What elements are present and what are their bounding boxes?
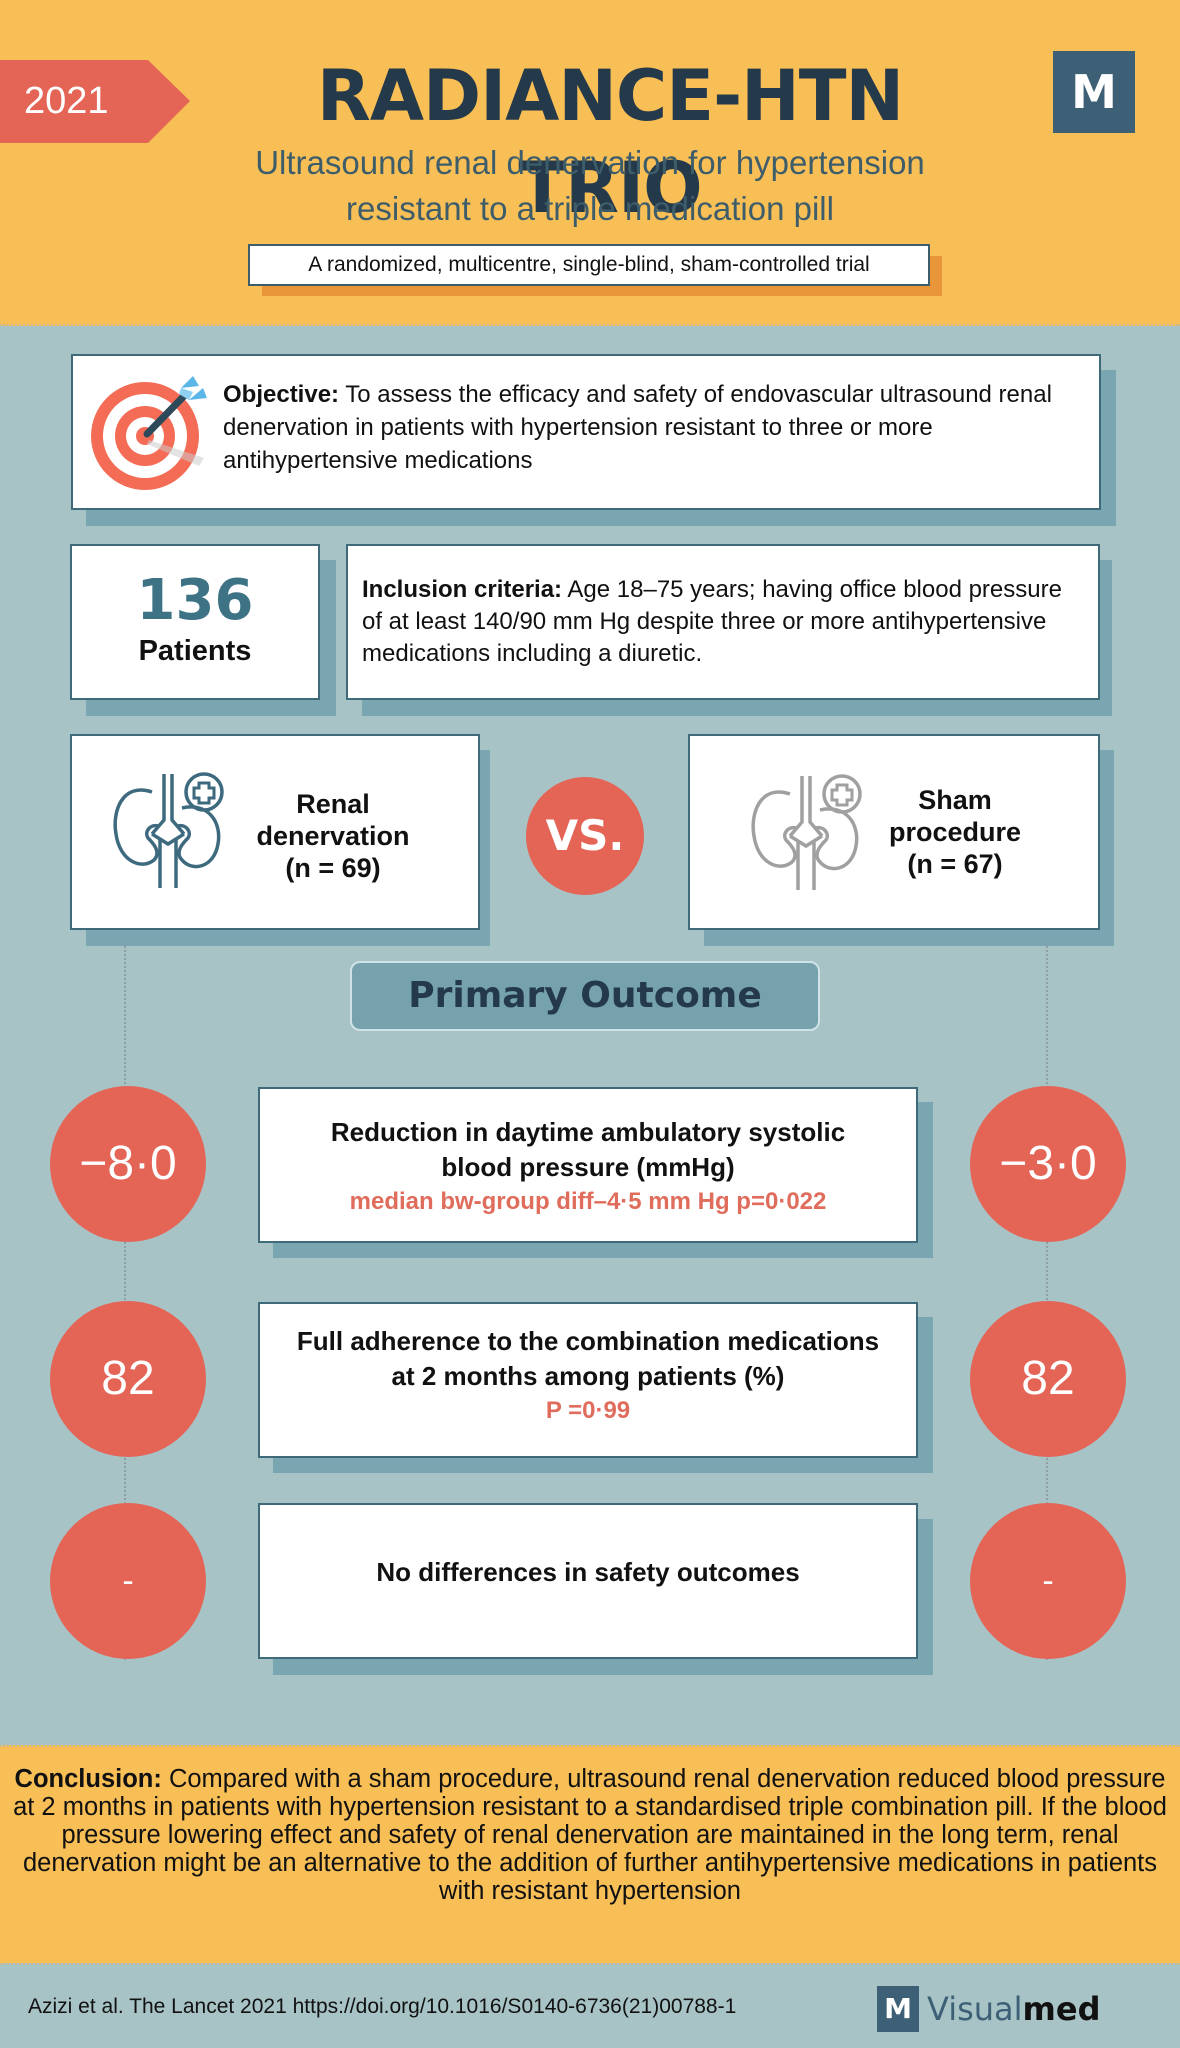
inclusion-text: Inclusion criteria: Age 18–75 years; hav… [362,574,1082,670]
footer: Azizi et al. The Lancet 2021 https://doi… [0,1963,1180,2048]
arm-left-n: (n = 69) [285,853,381,883]
primary-outcome-heading: Primary Outcome [350,961,820,1031]
target-icon [91,376,207,490]
visualmed-m-icon: M [877,1986,919,2032]
kidney-icon [751,774,862,890]
outcome-2-line1: Full adherence to the combination medica… [296,1326,880,1356]
objective-text: Objective: To assess the efficacy and sa… [223,378,1073,477]
trial-design-box: A randomized, multicentre, single-blind,… [248,244,930,286]
citation-link[interactable]: Azizi et al. The Lancet 2021 https://doi… [28,1995,737,2018]
outcome-1-left-value: −8·0 [50,1086,206,1242]
conclusion-text: Conclusion: Compared with a sham procedu… [10,1765,1170,1905]
patients-label: Patients [138,635,252,667]
arm-card-sham-procedure: Sham procedure (n = 67) [688,734,1100,930]
inclusion-card: Inclusion criteria: Age 18–75 years; hav… [346,544,1100,700]
brand-visual: Visual [927,1990,1023,2028]
outcome-1-right-value: −3·0 [970,1086,1126,1242]
outcome-card-adherence: Full adherence to the combination medica… [258,1302,918,1458]
arm-label-renal-denervation: Renal denervation (n = 69) [238,788,428,884]
inclusion-body: Age 18–75 years; having office blood pre… [362,576,1062,667]
brand-med: med [1022,1990,1101,2028]
outcome-3-left-value: - [50,1503,206,1659]
conclusion-body: Compared with a sham procedure, ultrasou… [13,1765,1167,1905]
objective-label: Objective: [223,381,340,408]
subtitle-line-1: Ultrasound renal denervation for hyperte… [255,144,925,181]
subtitle-line-2: resistant to a triple medication pill [346,190,834,227]
patients-card: 136 Patients [70,544,320,700]
outcome-3-right-value: - [970,1503,1126,1659]
page-title: RADIANCE-HTN TRIO [316,55,904,229]
subtitle: Ultrasound renal denervation for hyperte… [150,140,1030,232]
outcome-3-line1: No differences in safety outcomes [376,1557,800,1587]
vs-badge: VS. [526,777,644,895]
outcome-card-bp-reduction: Reduction in daytime ambulatory systolic… [258,1087,918,1243]
inclusion-label: Inclusion criteria: [362,576,563,603]
left-connector-line [124,930,126,1660]
right-connector-line [1046,930,1048,1660]
m-logo-icon: M [1053,51,1135,133]
arm-right-line2: procedure [888,817,1022,847]
arm-left-line2: denervation [256,821,410,851]
arm-right-n: (n = 67) [907,849,1003,879]
arm-card-renal-denervation: Renal denervation (n = 69) [70,734,480,930]
objective-body: To assess the efficacy and safety of end… [223,381,1052,474]
visualmed-logo: M Visual med [877,1986,1101,2032]
arm-label-sham-procedure: Sham procedure (n = 67) [860,784,1050,880]
arm-right-line1: Sham [918,785,992,815]
outcome-1-stat: median bw-group diff–4·5 mm Hg p=0·022 [349,1188,827,1215]
patients-count: 136 [136,568,254,633]
outcome-2-left-value: 82 [50,1301,206,1457]
outcome-2-line2: at 2 months among patients (%) [391,1361,785,1391]
kidney-icon [113,772,224,888]
outcome-2-stat: P =0·99 [545,1397,631,1424]
outcome-card-safety: No differences in safety outcomes [258,1503,918,1659]
outcome-1-line2: blood pressure (mmHg) [441,1152,735,1182]
header: 2021 RADIANCE-HTN TRIO M Ultrasound rena… [0,0,1180,326]
outcome-1-line1: Reduction in daytime ambulatory systolic [330,1117,846,1147]
outcome-2-right-value: 82 [970,1301,1126,1457]
objective-card: Objective: To assess the efficacy and sa… [71,354,1101,510]
conclusion-label: Conclusion: [14,1765,162,1793]
year-tag: 2021 [0,60,190,143]
conclusion-section: Conclusion: Compared with a sham procedu… [0,1745,1180,1963]
arm-left-line1: Renal [296,789,370,819]
